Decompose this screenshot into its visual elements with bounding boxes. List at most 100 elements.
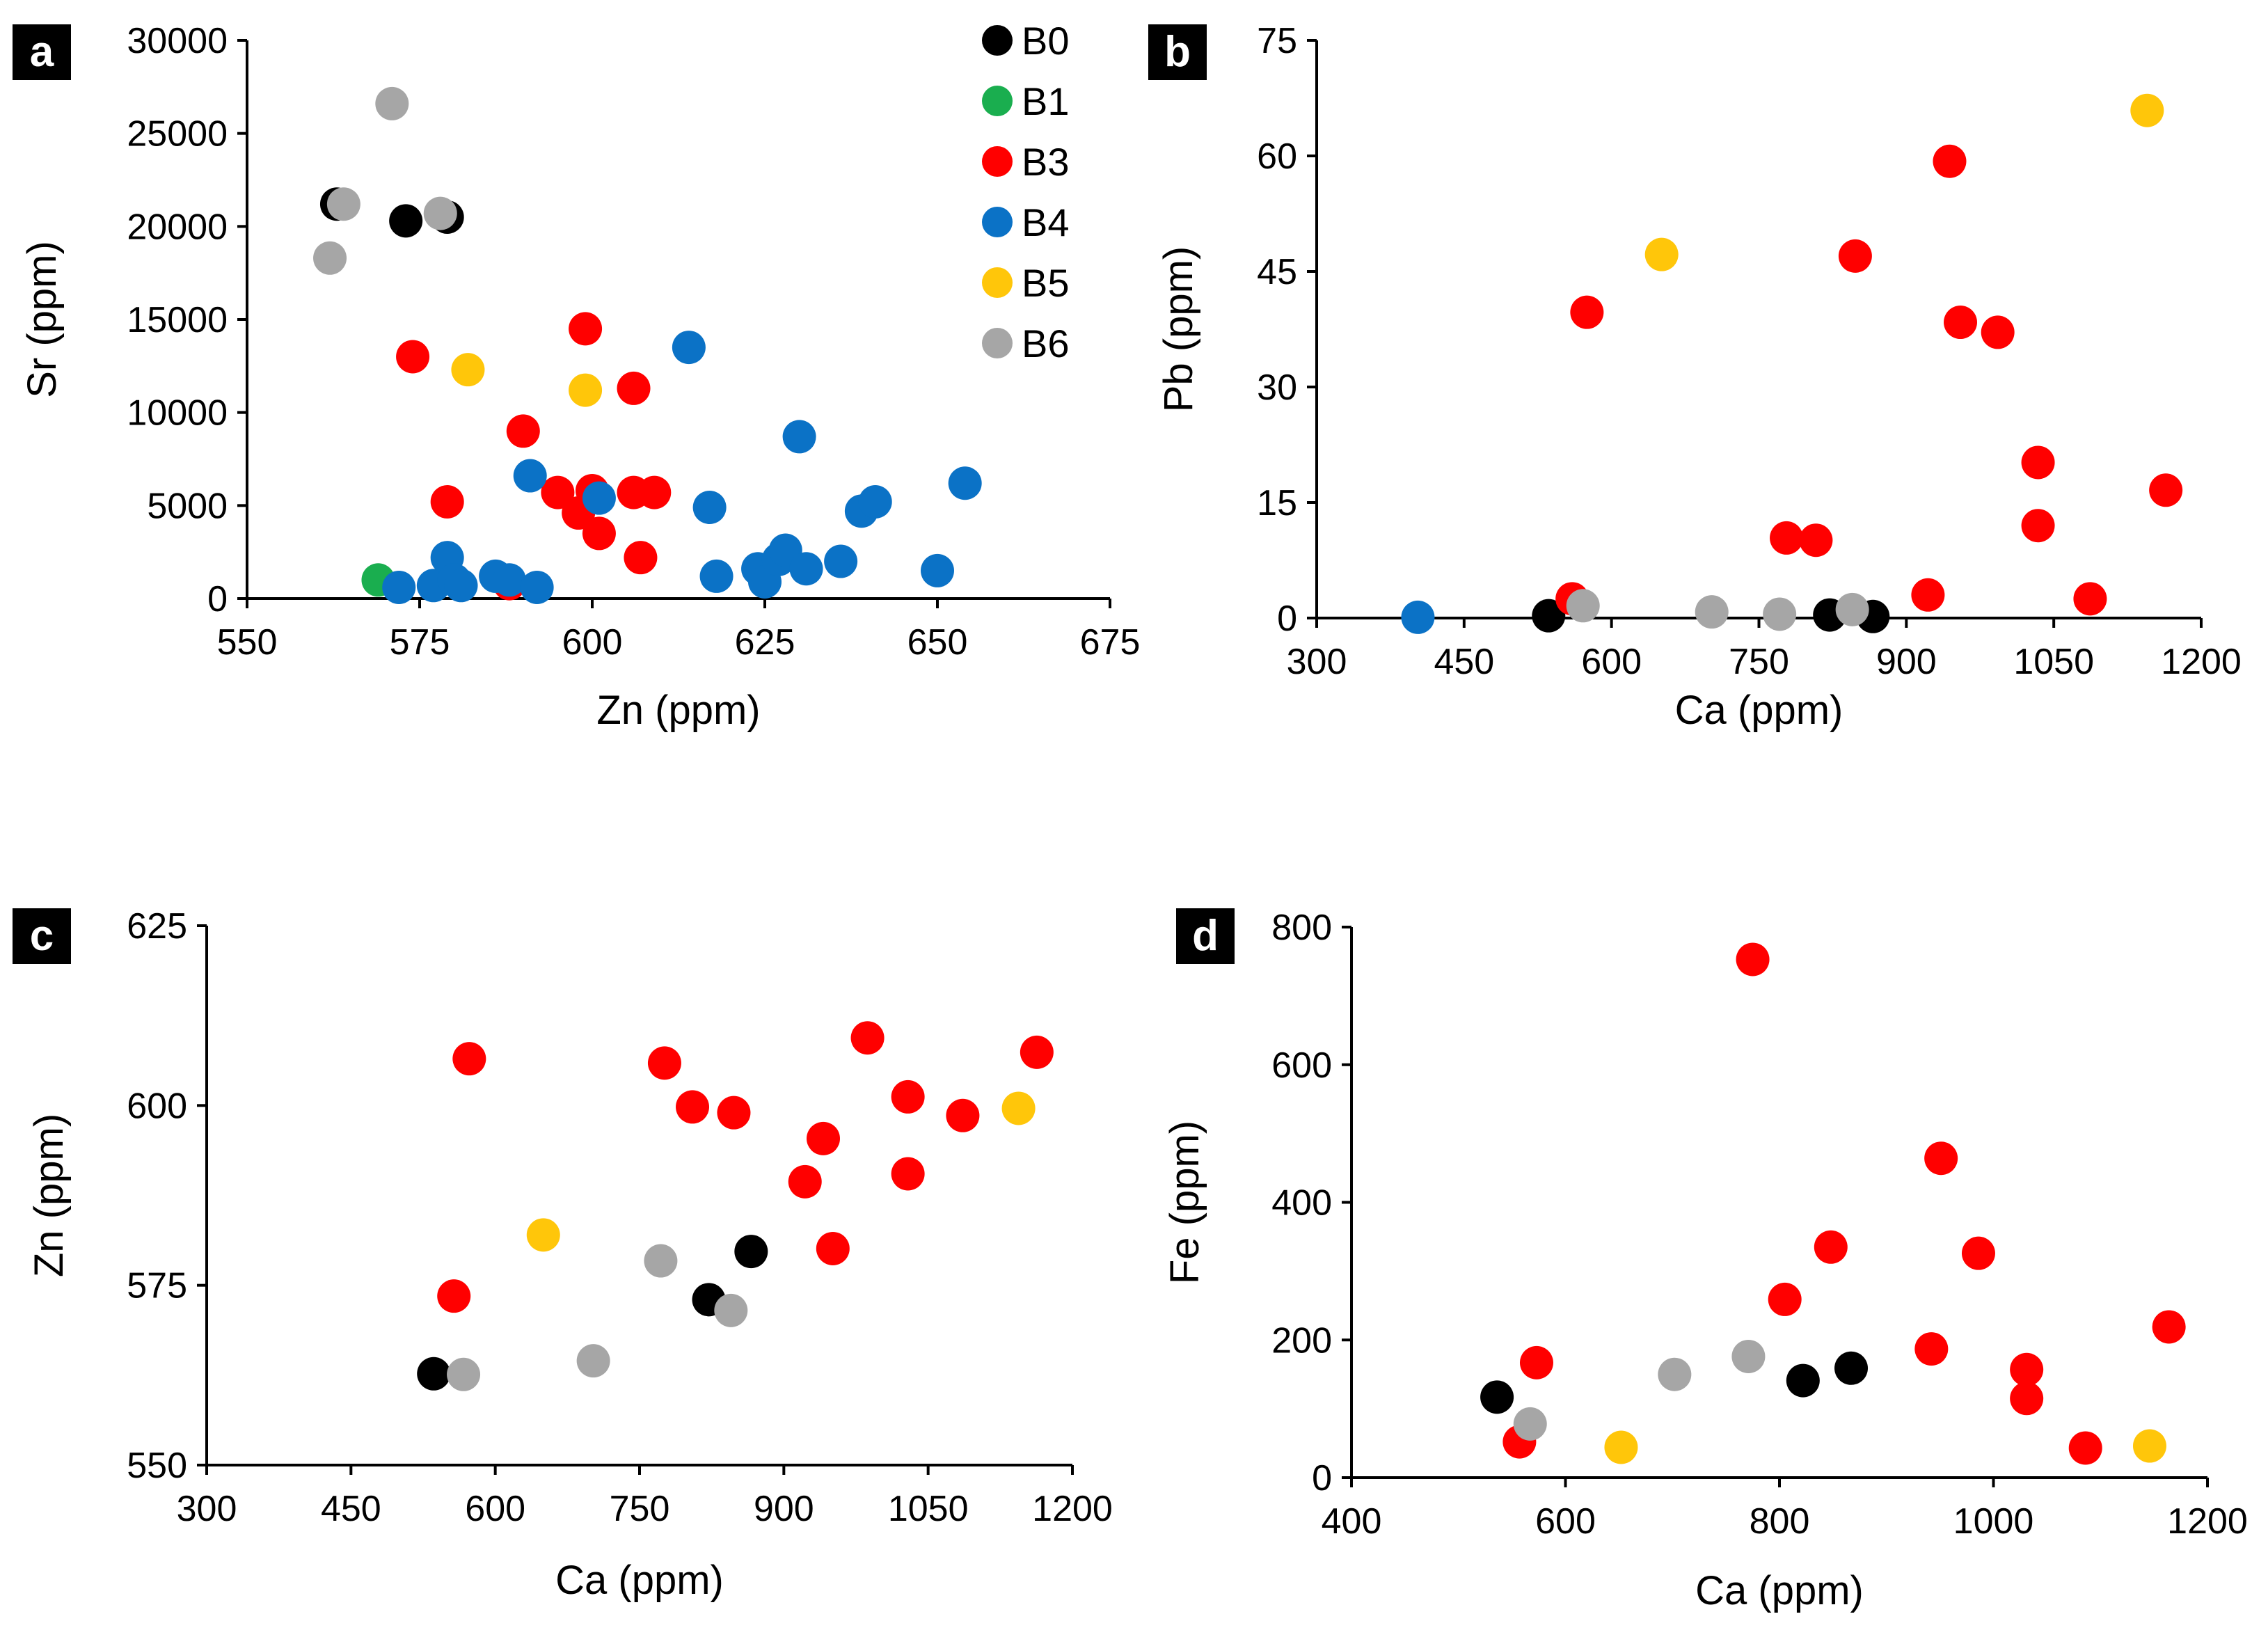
data-point-b4 bbox=[1401, 600, 1435, 634]
panel-label-badge bbox=[1176, 908, 1235, 964]
y-tick-label: 30 bbox=[1257, 367, 1297, 408]
data-point-b3 bbox=[676, 1090, 710, 1124]
data-point-b3 bbox=[2021, 509, 2055, 543]
data-point-b3 bbox=[506, 414, 540, 448]
x-tick-label: 675 bbox=[1080, 622, 1141, 663]
data-point-b3 bbox=[430, 484, 464, 519]
x-tick-label: 300 bbox=[1287, 642, 1347, 682]
y-tick-label: 15 bbox=[1257, 483, 1297, 523]
x-tick-label: 400 bbox=[1322, 1501, 1382, 1542]
data-point-b4 bbox=[382, 570, 416, 604]
x-tick-label: 550 bbox=[217, 622, 278, 663]
legend-label-b4: B4 bbox=[1022, 200, 1070, 244]
data-point-b0 bbox=[417, 1357, 451, 1391]
y-axis-title: Zn (ppm) bbox=[26, 1114, 72, 1277]
y-tick-label: 0 bbox=[1277, 599, 1297, 639]
data-point-b6 bbox=[714, 1293, 748, 1327]
panel-label-badge bbox=[13, 24, 71, 80]
x-tick-label: 600 bbox=[562, 622, 623, 663]
x-tick-label: 625 bbox=[735, 622, 795, 663]
y-tick-label: 200 bbox=[1271, 1320, 1332, 1361]
data-point-b3 bbox=[1570, 295, 1604, 329]
data-point-b4 bbox=[692, 491, 727, 525]
data-point-b3 bbox=[396, 340, 430, 374]
data-point-b5 bbox=[2130, 93, 2164, 127]
y-tick-label: 800 bbox=[1271, 908, 1332, 948]
y-tick-label: 0 bbox=[1312, 1458, 1332, 1498]
data-point-b4 bbox=[513, 459, 547, 493]
data-point-b3 bbox=[2010, 1352, 2044, 1386]
data-point-b3 bbox=[452, 1042, 486, 1076]
y-tick-label: 10000 bbox=[127, 393, 228, 434]
y-axis-title: Sr (ppm) bbox=[19, 241, 65, 398]
data-point-b0 bbox=[1834, 1351, 1869, 1385]
data-point-b4 bbox=[789, 552, 823, 586]
panel-label-letter: d bbox=[1192, 912, 1219, 960]
y-tick-label: 0 bbox=[207, 579, 228, 619]
data-point-b5 bbox=[1604, 1430, 1638, 1464]
x-tick-label: 450 bbox=[1434, 642, 1494, 682]
data-point-b3 bbox=[946, 1098, 980, 1132]
data-point-b6 bbox=[1658, 1357, 1692, 1391]
x-tick-label: 450 bbox=[321, 1489, 381, 1529]
data-point-b3 bbox=[2010, 1382, 2044, 1416]
x-tick-label: 1200 bbox=[1032, 1489, 1113, 1529]
y-tick-label: 45 bbox=[1257, 252, 1297, 292]
data-point-b6 bbox=[1835, 592, 1869, 626]
y-tick-label: 550 bbox=[127, 1446, 187, 1486]
data-point-b6 bbox=[1566, 589, 1600, 623]
x-tick-label: 1050 bbox=[888, 1489, 969, 1529]
data-point-b6 bbox=[1763, 597, 1797, 631]
legend-marker-b1 bbox=[982, 86, 1013, 116]
panel-c: 300 450 600 750 900 1050 1200 550 575 600 625 Ca (p… bbox=[13, 906, 1113, 1603]
data-point-b3 bbox=[1799, 523, 1833, 557]
panel-label-letter: a bbox=[30, 28, 54, 76]
data-point-b4 bbox=[921, 553, 954, 587]
data-point-b6 bbox=[326, 187, 360, 221]
data-point-b0 bbox=[1532, 599, 1566, 633]
data-point-b6 bbox=[375, 86, 409, 120]
data-point-b4 bbox=[444, 569, 478, 603]
data-point-b3 bbox=[637, 475, 672, 509]
data-point-b5 bbox=[451, 353, 485, 387]
x-axis-title: Ca (ppm) bbox=[1695, 1568, 1864, 1613]
data-point-b3 bbox=[1020, 1035, 1054, 1069]
panel-label-badge bbox=[13, 908, 71, 964]
legend-label-b5: B5 bbox=[1022, 261, 1070, 305]
y-tick-label: 60 bbox=[1257, 136, 1297, 177]
x-tick-label: 800 bbox=[1750, 1501, 1810, 1542]
panel-label-letter: c bbox=[30, 912, 54, 960]
x-tick-label: 1050 bbox=[2013, 642, 2094, 682]
x-tick-label: 300 bbox=[177, 1489, 237, 1529]
data-point-b3 bbox=[788, 1164, 822, 1199]
data-point-b3 bbox=[807, 1121, 841, 1155]
data-point-b3 bbox=[624, 541, 658, 575]
data-point-b3 bbox=[1911, 578, 1945, 612]
data-point-b3 bbox=[891, 1157, 925, 1191]
x-tick-label: 1000 bbox=[1953, 1501, 2034, 1542]
data-point-b3 bbox=[1933, 144, 1967, 178]
data-point-b3 bbox=[582, 516, 616, 551]
data-point-b3 bbox=[2068, 1431, 2102, 1465]
panel-b: 300 450 600 750 900 1050 1200 0 15 30 45 60 75 Ca (pp… bbox=[1148, 21, 2242, 733]
x-tick-label: 600 bbox=[1581, 642, 1642, 682]
data-point-b3 bbox=[1736, 942, 1770, 976]
data-point-b4 bbox=[782, 420, 816, 454]
data-point-b4 bbox=[948, 466, 982, 500]
data-point-b6 bbox=[644, 1244, 678, 1278]
data-point-b3 bbox=[569, 312, 603, 346]
data-point-b4 bbox=[492, 563, 526, 597]
data-point-b5 bbox=[526, 1218, 560, 1252]
data-point-b4 bbox=[582, 481, 616, 515]
x-tick-label: 900 bbox=[754, 1489, 814, 1529]
data-point-b3 bbox=[2149, 473, 2183, 507]
y-tick-label: 75 bbox=[1257, 21, 1297, 61]
x-axis-title: Ca (ppm) bbox=[555, 1558, 724, 1603]
y-tick-label: 625 bbox=[127, 906, 187, 947]
x-tick-label: 600 bbox=[465, 1489, 525, 1529]
data-point-b3 bbox=[1768, 1282, 1802, 1316]
panel-a: 550 575 600 625 650 675 0 5000 10000 15000 20000 25… bbox=[13, 21, 1140, 733]
data-point-b6 bbox=[1731, 1339, 1766, 1373]
data-point-b3 bbox=[891, 1080, 925, 1114]
